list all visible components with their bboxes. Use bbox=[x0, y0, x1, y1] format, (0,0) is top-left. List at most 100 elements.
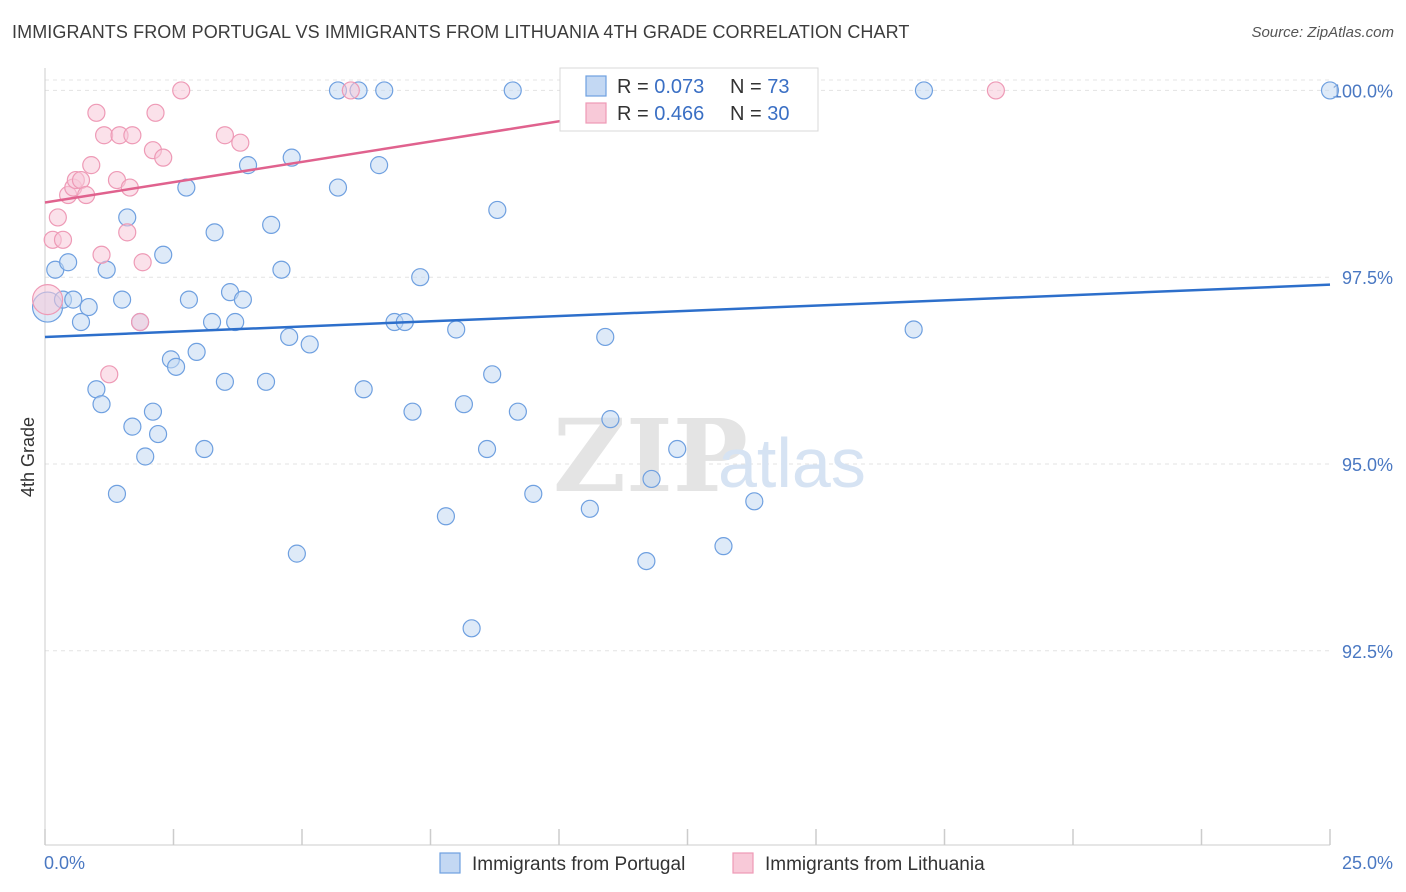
scatter-points bbox=[31, 81, 1340, 638]
scatter-point bbox=[123, 126, 142, 145]
scatter-point bbox=[215, 126, 234, 145]
scatter-point bbox=[447, 320, 466, 339]
scatter-point bbox=[215, 372, 234, 391]
scatter-point bbox=[123, 417, 142, 436]
scatter-point bbox=[508, 402, 527, 421]
axes bbox=[44, 68, 1331, 846]
scatter-point bbox=[637, 551, 656, 571]
scatter-point bbox=[166, 357, 186, 376]
scatter-point bbox=[95, 126, 114, 145]
scatter-point bbox=[79, 297, 98, 317]
scatter-point bbox=[454, 395, 474, 414]
legend-lithuania-r-value: 0.466 bbox=[654, 103, 704, 125]
chart-source: Source: ZipAtlas.com bbox=[1251, 24, 1394, 41]
scatter-point bbox=[272, 260, 291, 279]
scatter-point bbox=[179, 290, 199, 309]
watermark-atlas: atlas bbox=[718, 424, 866, 502]
scatter-point bbox=[118, 223, 137, 242]
scatter-point bbox=[172, 81, 191, 100]
scatter-point bbox=[226, 312, 245, 332]
scatter-point bbox=[154, 148, 173, 167]
scatter-point bbox=[488, 200, 507, 220]
stats-legend: R = 0.073 N = 73 R = 0.466 N = 30 bbox=[559, 67, 819, 132]
legend-swatch-lithuania bbox=[585, 102, 607, 124]
legend-item-lithuania[interactable]: Immigrants from Lithuania bbox=[732, 852, 985, 875]
scatter-point bbox=[107, 484, 127, 503]
scatter-point bbox=[112, 290, 132, 309]
scatter-point bbox=[48, 208, 67, 227]
scatter-point bbox=[148, 424, 168, 444]
legend-portugal-n-label: N = bbox=[730, 76, 767, 98]
scatter-point bbox=[154, 245, 173, 264]
series-legend: Immigrants from Portugal Immigrants from… bbox=[439, 852, 985, 875]
series-portugal-points bbox=[31, 81, 1340, 638]
x-tick-label-min: 0.0% bbox=[44, 853, 85, 873]
scatter-point bbox=[195, 439, 214, 459]
y-axis-label: 4th Grade bbox=[18, 417, 38, 497]
legend-label-lithuania: Immigrants from Lithuania bbox=[765, 854, 985, 875]
scatter-point bbox=[87, 103, 106, 122]
scatter-point bbox=[483, 365, 502, 384]
legend-label-portugal: Immigrants from Portugal bbox=[472, 854, 685, 875]
scatter-point bbox=[287, 544, 306, 563]
y-tick-label: 100.0% bbox=[1332, 81, 1393, 101]
legend-marker-portugal bbox=[439, 852, 461, 874]
y-tick-label: 97.5% bbox=[1342, 268, 1393, 288]
legend-lithuania-n-label: N = bbox=[730, 103, 767, 125]
scatter-point bbox=[904, 320, 923, 339]
scatter-point bbox=[53, 230, 73, 249]
legend-lithuania-stats: R = 0.466 N = 30 bbox=[617, 103, 790, 125]
scatter-point bbox=[375, 81, 394, 100]
legend-lithuania-r-label: R = bbox=[617, 103, 654, 125]
scatter-point bbox=[411, 268, 430, 287]
scatter-point bbox=[280, 327, 299, 347]
scatter-point bbox=[524, 484, 543, 503]
legend-marker-lithuania bbox=[732, 852, 754, 874]
scatter-point bbox=[143, 402, 163, 421]
scatter-point bbox=[130, 312, 150, 332]
scatter-point bbox=[986, 81, 1006, 100]
scatter-point bbox=[1320, 81, 1340, 100]
scatter-point bbox=[745, 492, 764, 511]
scatter-point bbox=[136, 447, 155, 466]
scatter-point bbox=[596, 327, 615, 347]
scatter-point bbox=[262, 215, 281, 234]
scatter-point bbox=[403, 402, 422, 421]
scatter-point bbox=[59, 253, 78, 272]
scatter-point bbox=[580, 499, 599, 518]
scatter-point bbox=[202, 312, 222, 332]
legend-portugal-r-value: 0.073 bbox=[654, 76, 704, 98]
scatter-point bbox=[503, 81, 522, 100]
scatter-point bbox=[370, 156, 389, 175]
x-tick-label-max: 25.0% bbox=[1342, 853, 1393, 873]
scatter-point bbox=[187, 342, 206, 362]
scatter-point bbox=[914, 81, 934, 100]
trend-line-portugal bbox=[44, 283, 1331, 339]
y-tick-label: 95.0% bbox=[1342, 455, 1393, 475]
scatter-point bbox=[477, 439, 497, 459]
legend-portugal-stats: R = 0.073 N = 73 bbox=[617, 76, 790, 98]
scatter-point bbox=[256, 372, 276, 391]
x-tick-labels: 0.0% 25.0% bbox=[44, 853, 1393, 873]
scatter-point bbox=[233, 290, 252, 309]
gridlines bbox=[45, 79, 1330, 652]
scatter-point bbox=[642, 469, 661, 489]
scatter-point bbox=[668, 439, 687, 459]
legend-swatch-portugal bbox=[585, 75, 607, 97]
legend-portugal-r-label: R = bbox=[617, 76, 654, 98]
scatter-point bbox=[328, 178, 348, 197]
scatter-point bbox=[601, 410, 620, 429]
scatter-point bbox=[462, 619, 481, 638]
legend-item-portugal[interactable]: Immigrants from Portugal bbox=[439, 852, 685, 875]
scatter-point bbox=[714, 537, 733, 556]
legend-portugal-n-value: 73 bbox=[767, 76, 789, 98]
series-lithuania-points bbox=[31, 81, 1006, 384]
scatter-point bbox=[100, 365, 119, 384]
scatter-point bbox=[92, 245, 111, 264]
scatter-point bbox=[82, 156, 101, 175]
y-tick-labels: 100.0% 97.5% 95.0% 92.5% bbox=[1332, 81, 1393, 661]
scatter-point bbox=[231, 133, 250, 152]
scatter-point bbox=[146, 103, 165, 122]
scatter-point bbox=[92, 395, 111, 414]
